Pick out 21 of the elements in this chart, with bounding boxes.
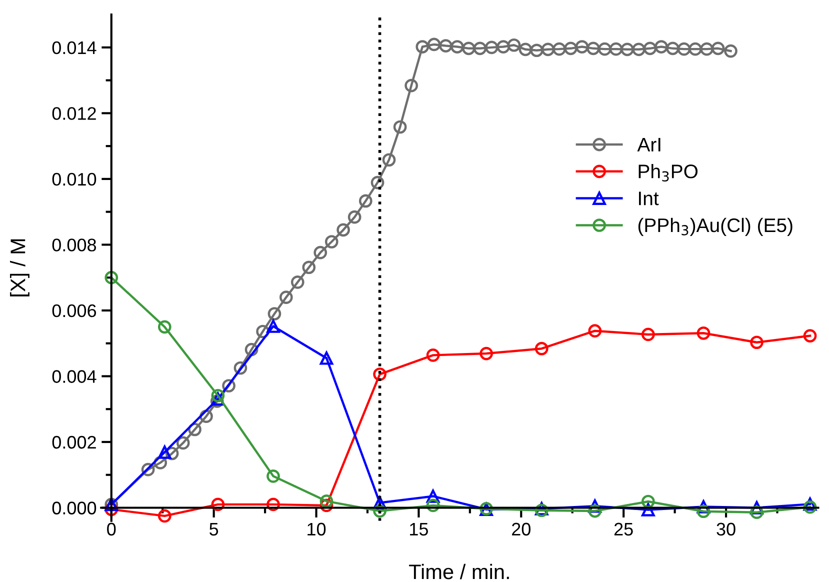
legend-label: ArI bbox=[637, 138, 660, 152]
x-tick-label: 20 bbox=[512, 522, 530, 536]
legend-label: Ph$_{3}$PO bbox=[638, 164, 698, 182]
y-tick-label: 0.006 bbox=[52, 304, 96, 318]
legend-label: (PPh$_{3}$)Au(Cl) (E5) bbox=[638, 218, 792, 236]
x-tick-label: 10 bbox=[308, 522, 326, 536]
x-tick-label: 25 bbox=[614, 522, 633, 536]
y-tick-label: 0.002 bbox=[52, 436, 96, 449]
legend-label: Int bbox=[639, 192, 659, 206]
y-tick-label: 0.014 bbox=[52, 41, 96, 54]
y-tick-label: 0.012 bbox=[52, 107, 96, 120]
x-tick-label: 5 bbox=[210, 522, 218, 536]
x-axis-title: Time / min. bbox=[409, 564, 509, 580]
x-tick-label: 0 bbox=[107, 522, 116, 536]
y-tick-label: 0.010 bbox=[52, 172, 96, 186]
x-tick-label: 15 bbox=[410, 522, 428, 536]
y-axis-title: [X] / M bbox=[10, 239, 30, 296]
y-tick-label: 0.008 bbox=[52, 238, 96, 252]
y-tick-label: 0.004 bbox=[52, 370, 96, 383]
y-tick-label: 0.000 bbox=[52, 502, 96, 514]
x-tick-label: 30 bbox=[716, 522, 736, 536]
